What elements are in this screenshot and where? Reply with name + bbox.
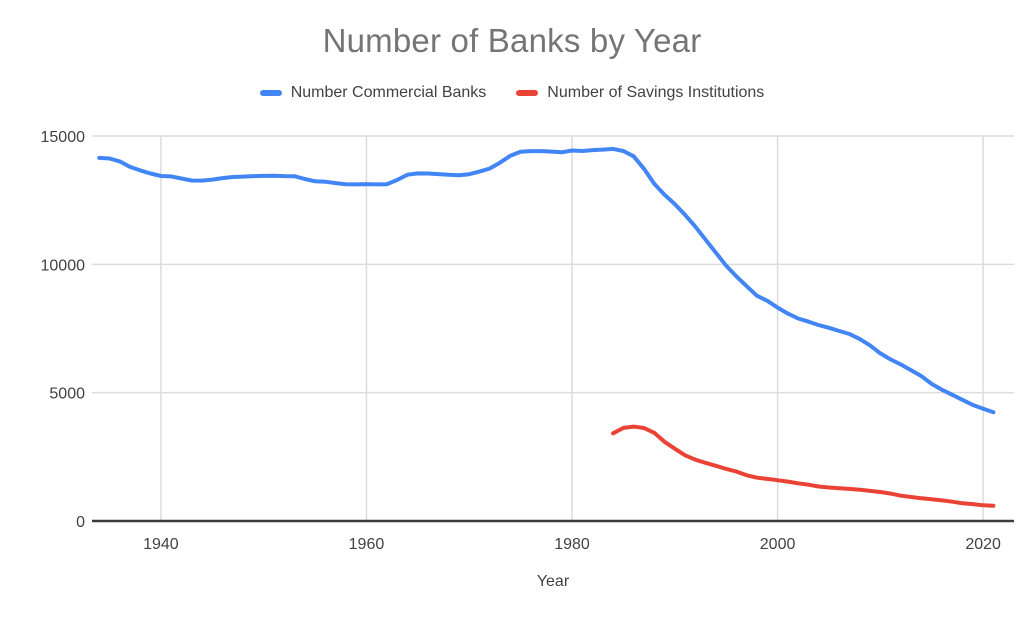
series-line-1 xyxy=(611,424,996,508)
y-tick-label: 10000 xyxy=(41,257,86,274)
legend-item-savings-institutions: Number of Savings Institutions xyxy=(516,84,764,102)
chart-legend: Number Commercial Banks Number of Saving… xyxy=(0,82,1024,104)
legend-label-savings-institutions: Number of Savings Institutions xyxy=(547,84,765,101)
chart-title: Number of Banks by Year xyxy=(322,22,702,59)
x-tick-label: 1940 xyxy=(143,536,179,553)
y-tick-label: 0 xyxy=(76,514,85,531)
y-tick-label: 15000 xyxy=(41,129,86,146)
legend-label-commercial-banks: Number Commercial Banks xyxy=(290,84,487,101)
legend-swatch-red-icon xyxy=(516,90,539,96)
x-tick-label: 2000 xyxy=(760,536,796,553)
y-tick-label: 5000 xyxy=(49,386,85,403)
series-line-0 xyxy=(97,146,996,415)
x-axis-title: Year xyxy=(536,573,570,590)
legend-item-commercial-banks: Number Commercial Banks xyxy=(259,84,487,102)
x-tick-label: 1960 xyxy=(349,536,385,553)
x-tick-label: 1980 xyxy=(554,536,590,553)
legend-swatch-blue-icon xyxy=(259,90,282,96)
x-tick-label: 2020 xyxy=(965,536,1001,553)
